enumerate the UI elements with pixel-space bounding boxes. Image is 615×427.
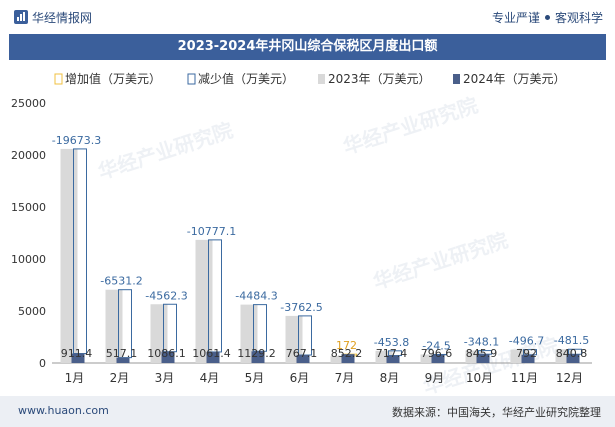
tagline-dot-icon (544, 15, 550, 20)
y-tick-label: 0 (39, 357, 46, 370)
value-label-2024: 840.8 (556, 347, 588, 360)
bar-2024 (386, 355, 400, 363)
legend-swatch-y2024 (453, 74, 460, 84)
value-label-2024: 852.2 (331, 347, 363, 360)
y-tick-label: 15000 (11, 201, 46, 214)
chart-title: 2023-2024年井冈山综合保税区月度出口额 (177, 39, 438, 54)
footer-website[interactable]: www.huaon.com (18, 404, 109, 417)
bar-2024 (206, 351, 220, 363)
change-value-label: -4562.3 (145, 289, 187, 302)
change-value-label: -3762.5 (280, 301, 322, 314)
chart-title-bar: 2023-2024年井冈山综合保税区月度出口额 (9, 34, 606, 60)
legend-swatch-increase (54, 73, 63, 85)
x-tick-label: 4月 (200, 371, 220, 385)
x-tick-label: 3月 (155, 371, 175, 385)
bar-2023 (60, 148, 78, 363)
change-value-label: -348.1 (464, 336, 499, 349)
bar-2023 (195, 239, 213, 363)
brand[interactable]: 华经情报网 (14, 9, 92, 26)
x-tick-label: 5月 (245, 371, 265, 385)
brand-name: 华经情报网 (32, 11, 93, 25)
legend-label-y2024: 2024年（万美元） (463, 72, 566, 86)
value-label-2024: 1061.4 (192, 347, 231, 360)
y-tick-label: 5000 (18, 305, 46, 318)
x-tick-label: 11月 (511, 371, 538, 385)
tagline: 专业严谨 客观科学 (492, 9, 603, 26)
value-label-2024: 517.1 (106, 347, 138, 360)
change-value-label: -481.5 (554, 334, 589, 347)
y-tick-label: 25000 (11, 97, 46, 110)
legend-label-decrease: 减少值（万美元） (198, 71, 294, 86)
y-tick-label: 20000 (11, 149, 46, 162)
value-label-2024: 792 (516, 347, 537, 360)
change-value-label: -453.8 (374, 336, 409, 349)
bar-2024 (431, 354, 445, 363)
y-tick-label: 10000 (11, 253, 46, 266)
legend-label-increase: 增加值（万美元） (65, 71, 161, 86)
brand-logo-icon (14, 10, 28, 24)
x-tick-label: 1月 (65, 371, 85, 385)
change-value-label: -6531.2 (100, 275, 142, 288)
x-tick-label: 6月 (290, 371, 310, 385)
tagline-left: 专业严谨 (491, 11, 540, 25)
bar-2024 (296, 355, 310, 363)
top-bar: 华经情报网 专业严谨 客观科学 (0, 0, 615, 34)
bar-2024 (521, 354, 535, 363)
change-value-label: -4484.3 (235, 290, 277, 303)
x-tick-label: 7月 (335, 371, 355, 385)
bar-2024 (161, 351, 175, 363)
x-tick-label: 10月 (466, 371, 493, 385)
footer: www.huaon.com 数据来源：中国海关，华经产业研究院整理 (0, 396, 615, 427)
value-label-2024: 767.1 (286, 347, 318, 360)
bar-2024 (116, 357, 130, 363)
change-value-label: -24.5 (422, 339, 450, 352)
x-tick-label: 9月 (425, 371, 445, 385)
bar-2024 (71, 353, 85, 363)
bar-2024 (476, 354, 490, 363)
legend-swatch-y2023 (318, 74, 325, 84)
value-label-2024: 1129.2 (237, 347, 276, 360)
x-tick-label: 8月 (380, 371, 400, 385)
x-tick-label: 2月 (110, 371, 130, 385)
change-value-label: -19673.3 (52, 134, 101, 147)
bar-2023 (420, 354, 438, 363)
legend-label-y2023: 2023年（万美元） (328, 72, 431, 86)
chart: 0 5000 10000 15000 20000 25000 增加值（万美元） 减少值（万美元… (11, 71, 592, 385)
bar-2024 (566, 354, 580, 363)
bar-2024 (251, 351, 265, 363)
bar-2024 (341, 354, 355, 363)
x-tick-label: 12月 (556, 371, 583, 385)
footer-source: 数据来源：中国海关，华经产业研究院整理 (392, 406, 601, 419)
change-value-label: -496.7 (509, 335, 544, 348)
change-value-label: -10777.1 (187, 225, 236, 238)
value-label-2024: 1086.1 (147, 347, 186, 360)
bar-2023 (330, 355, 348, 363)
value-label-2024: 845.9 (466, 347, 498, 360)
change-value-label: 172 (336, 339, 357, 352)
value-label-2024: 796.6 (421, 347, 453, 360)
legend-swatch-decrease (187, 73, 196, 85)
tagline-right: 客观科学 (554, 11, 603, 25)
value-label-2024: 911.4 (61, 347, 93, 360)
value-label-2024: 717.4 (376, 347, 408, 360)
